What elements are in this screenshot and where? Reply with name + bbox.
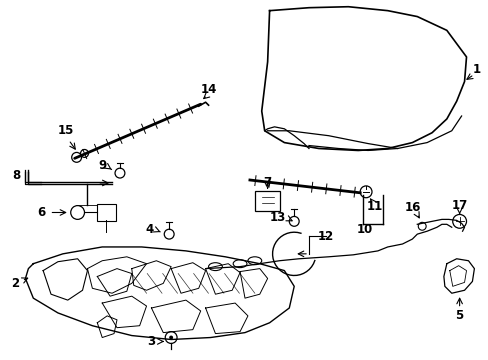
Text: 14: 14 [200,83,216,96]
Text: 9: 9 [98,159,106,172]
Circle shape [169,336,173,339]
Text: 16: 16 [405,201,421,214]
Text: 6: 6 [37,206,45,219]
Text: 1: 1 [471,63,479,76]
Text: 11: 11 [366,200,382,213]
Text: 15: 15 [58,124,74,137]
Text: 4: 4 [145,223,153,236]
Text: 8: 8 [12,168,20,181]
FancyBboxPatch shape [97,204,115,221]
Text: 3: 3 [147,335,155,348]
Text: 13: 13 [269,211,285,224]
Text: 5: 5 [454,309,463,322]
Text: 12: 12 [317,230,333,243]
FancyBboxPatch shape [254,191,280,211]
Text: 7: 7 [263,176,271,189]
Text: 17: 17 [450,199,467,212]
Text: 2: 2 [12,277,20,290]
Text: 10: 10 [356,223,372,236]
